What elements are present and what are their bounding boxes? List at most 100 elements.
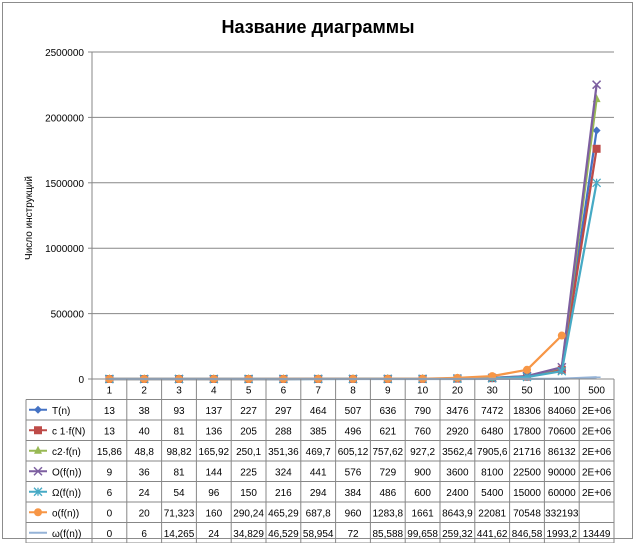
table-cell: 927,2 <box>410 447 435 458</box>
table-cell: 22500 <box>513 467 541 478</box>
data-point <box>557 366 567 376</box>
table-cell: 687,8 <box>306 508 331 519</box>
table-cell: 71,323 <box>164 508 195 519</box>
x-tick-label: 5 <box>246 385 252 396</box>
table-cell: 18306 <box>513 406 541 417</box>
table-cell: 24 <box>208 529 220 540</box>
table-cell: 2E+06 <box>582 406 612 417</box>
table-cell: 757,62 <box>373 447 404 458</box>
data-point <box>557 331 566 340</box>
series-lines <box>104 80 602 384</box>
table-cell: 40 <box>139 426 151 437</box>
x-tick-label: 4 <box>211 385 217 396</box>
legend-key <box>29 466 47 476</box>
table-cell: 0 <box>107 508 113 519</box>
y-tick-label: 500000 <box>51 310 85 321</box>
legend-label: O(f(n)) <box>52 467 81 478</box>
table-cell: 324 <box>275 467 292 478</box>
table-cell: 70600 <box>548 426 576 437</box>
x-tick-label: 9 <box>385 385 391 396</box>
table-cell: 486 <box>379 488 396 499</box>
table-cell: 259,32 <box>442 529 473 540</box>
data-point <box>523 365 531 374</box>
table-cell: 0 <box>107 529 113 540</box>
legend-label: Ω(f(n)) <box>52 488 81 499</box>
table-cell: 216 <box>275 488 292 499</box>
legend-key <box>29 508 47 517</box>
table-cell: 93 <box>173 406 185 417</box>
table-cell: 729 <box>379 467 396 478</box>
table-cell: 441 <box>310 467 327 478</box>
table-cell: 46,529 <box>268 529 299 540</box>
legend-key <box>29 405 47 414</box>
table-cell: 22081 <box>478 508 506 519</box>
data-point <box>34 508 42 517</box>
legend-label: c 1·f(N) <box>52 426 85 437</box>
table-cell: 605,12 <box>338 447 369 458</box>
series-line <box>109 182 598 381</box>
table-cell: 227 <box>240 406 257 417</box>
table-cell: 13 <box>104 426 116 437</box>
table-cell: 384 <box>345 488 362 499</box>
legend-key <box>29 487 47 497</box>
table-cell: 36 <box>139 467 151 478</box>
data-point <box>592 80 602 90</box>
legend-label: o(f(n)) <box>52 508 79 519</box>
x-tick-label: 2 <box>141 385 147 396</box>
table-cell: 136 <box>205 426 222 437</box>
table-cell: 6480 <box>481 426 504 437</box>
table-cell: 15,86 <box>97 447 122 458</box>
table-cell: 81 <box>173 467 185 478</box>
table-cell: 288 <box>275 426 292 437</box>
table-cell: 72 <box>347 529 359 540</box>
x-tick-label: 30 <box>487 385 499 396</box>
table-cell: 13449 <box>583 529 611 540</box>
table-cell: 7905,6 <box>477 447 508 458</box>
table-cell: 137 <box>205 406 222 417</box>
table-cell: 2920 <box>446 426 469 437</box>
table-cell: 38 <box>139 406 151 417</box>
legend-key <box>29 445 47 454</box>
table-cell: 1283,8 <box>373 508 404 519</box>
table-cell: 496 <box>345 426 362 437</box>
x-tick-label: 500 <box>588 385 605 396</box>
table-cell: 636 <box>379 406 396 417</box>
legend-key <box>29 426 47 435</box>
table-cell: 5400 <box>481 488 504 499</box>
legend-label: T(n) <box>52 406 70 417</box>
table-cell: 85,588 <box>373 529 404 540</box>
table-cell: 2E+06 <box>582 488 612 499</box>
table-cell: 6 <box>141 529 147 540</box>
table-cell: 465,29 <box>268 508 299 519</box>
table-cell: 144 <box>205 467 222 478</box>
x-tick-label: 8 <box>350 385 356 396</box>
axes: 0 500000 1000000 1500000 2000000 2500000 <box>45 48 614 386</box>
table-cell: 332193 <box>545 508 579 519</box>
series-1 <box>105 144 601 383</box>
series-5 <box>105 331 566 383</box>
x-tick-label: 100 <box>553 385 570 396</box>
series-2 <box>105 94 601 382</box>
data-point <box>592 144 601 153</box>
table-cell: 60000 <box>548 488 576 499</box>
table-cell: 385 <box>310 426 327 437</box>
table-cell: 250,1 <box>236 447 261 458</box>
x-tick-label: 7 <box>315 385 321 396</box>
table-cell: 441,62 <box>477 529 508 540</box>
y-tick-label: 0 <box>78 375 84 386</box>
table-cell: 165,92 <box>199 447 230 458</box>
table-cell: 7472 <box>481 406 504 417</box>
table-cell: 3476 <box>446 406 469 417</box>
table-cell: 507 <box>345 406 362 417</box>
table-cell: 58,954 <box>303 529 334 540</box>
table-cell: 3562,4 <box>442 447 473 458</box>
table-cell: 290,24 <box>233 508 264 519</box>
chart-title: Название диаграммы <box>222 17 415 37</box>
table-cell: 13 <box>104 406 116 417</box>
table-cell: 469,7 <box>306 447 331 458</box>
table-cell: 900 <box>414 467 431 478</box>
series-3 <box>104 80 602 384</box>
table-cell: 790 <box>414 406 431 417</box>
table-cell: 9 <box>107 467 113 478</box>
series-line <box>109 130 598 381</box>
